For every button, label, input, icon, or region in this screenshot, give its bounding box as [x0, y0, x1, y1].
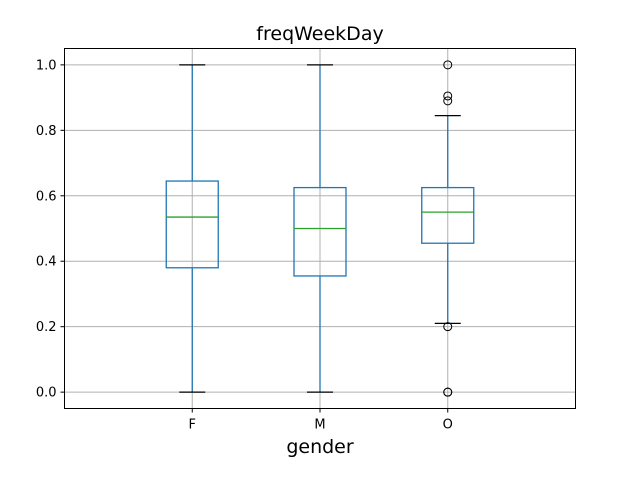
y-tick-label: 0.6 [36, 189, 57, 204]
y-axis-ticks: 0.0 0.2 0.4 0.6 0.8 1.0 [36, 58, 65, 401]
iqr-box [165, 180, 219, 269]
boxes [165, 60, 475, 397]
box-f [165, 64, 219, 393]
x-tick-label: O [443, 418, 453, 433]
outlier-point [443, 96, 453, 106]
iqr-box [421, 186, 475, 244]
y-tick-label: 0.0 [36, 386, 57, 401]
y-tick-label: 0.2 [36, 320, 57, 335]
x-axis-label: gender [286, 436, 354, 458]
y-tick-label: 0.8 [36, 124, 57, 139]
outlier-point [443, 387, 453, 397]
y-tick-label: 0.4 [36, 255, 57, 270]
x-tick-label: M [314, 418, 325, 433]
box-m [293, 64, 347, 393]
box-o [421, 60, 475, 397]
y-tick-label: 1.0 [36, 58, 57, 73]
iqr-box [293, 186, 347, 277]
x-tick-label: F [189, 418, 196, 433]
outlier-point [443, 60, 453, 70]
outlier-point [443, 322, 453, 332]
outlier-point [443, 91, 453, 101]
chart-title: freqWeekDay [256, 23, 383, 45]
